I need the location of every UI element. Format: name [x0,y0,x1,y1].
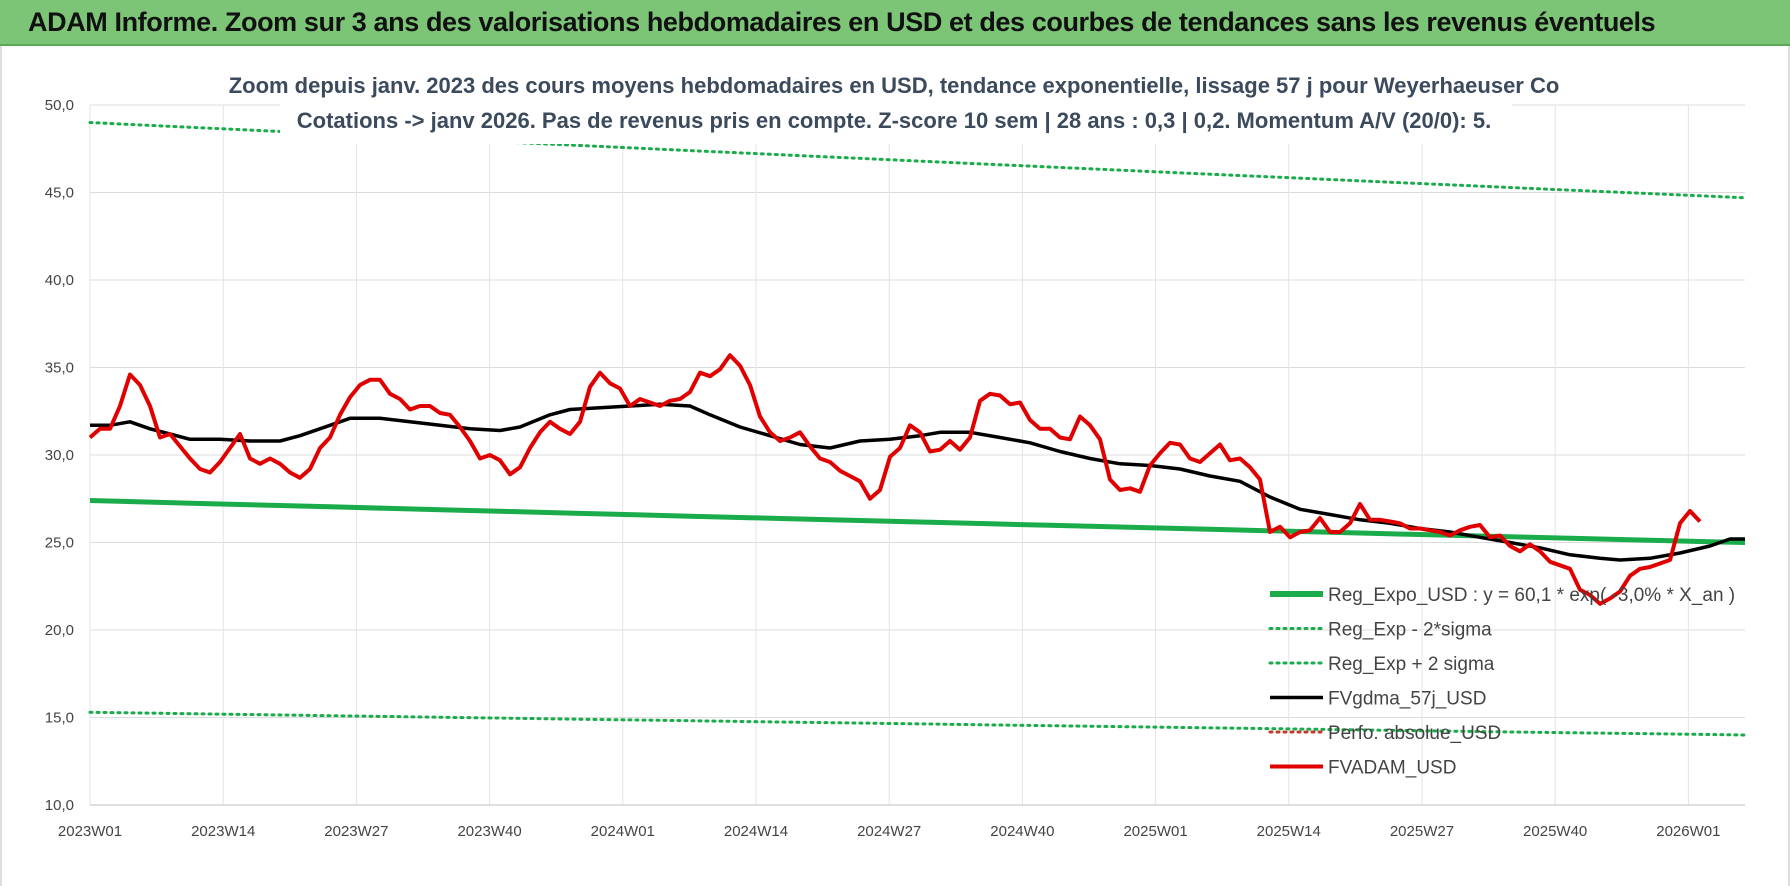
y-tick-label: 40,0 [45,272,74,289]
series-line-3 [90,402,1745,562]
y-tick-label: 25,0 [45,535,74,552]
x-tick-label: 2025W27 [1390,823,1454,840]
x-tick-label: 2024W27 [857,823,921,840]
x-tick-label: 2025W14 [1257,823,1321,840]
report-title: ADAM Informe. Zoom sur 3 ans des valoris… [28,7,1656,37]
chart-frame [0,46,1790,886]
x-tick-label: 2025W40 [1523,823,1587,840]
legend-label: Perfo. absolue_USD [1328,723,1501,744]
y-tick-label: 10,0 [45,797,74,814]
x-tick-label: 2026W01 [1656,823,1720,840]
title-background [280,66,1512,144]
x-tick-label: 2024W40 [990,823,1054,840]
legend-label: Reg_Exp - 2*sigma [1328,620,1492,641]
y-tick-label: 50,0 [45,97,74,114]
chart-series [88,121,1747,737]
report-banner: ADAM Informe. Zoom sur 3 ans des valoris… [0,0,1790,46]
x-tick-label: 2023W27 [324,823,388,840]
y-tick-label: 45,0 [45,185,74,202]
grid-lines [89,104,1745,806]
y-tick-label: 20,0 [45,622,74,639]
x-tick-label: 2023W01 [58,823,122,840]
series-line-5 [88,353,1702,606]
chart-subtitle: Cotations -> janv 2026. Pas de revenus p… [297,108,1491,133]
chart-title: Zoom depuis janv. 2023 des cours moyens … [229,73,1560,98]
chart-titles: Zoom depuis janv. 2023 des cours moyens … [229,66,1560,144]
x-tick-label: 2023W14 [191,823,255,840]
x-tick-label: 2024W14 [724,823,788,840]
y-tick-label: 35,0 [45,360,74,377]
chart-legend: Reg_Expo_USD : y = 60,1 * exp( -3,0% * X… [1268,585,1735,779]
y-axis-ticks: 10,0 15,0 20,0 25,0 30,0 35,0 40,0 45,0 50,0 [45,97,74,814]
y-tick-label: 30,0 [45,447,74,464]
legend-label: FVADAM_USD [1328,758,1456,779]
legend-label: Reg_Expo_USD : y = 60,1 * exp( -3,0% * X… [1328,585,1735,606]
y-tick-label: 15,0 [45,710,74,727]
x-axis-ticks: 2023W01 2023W14 2023W27 2023W40 2024W01 2024W… [58,823,1721,840]
x-tick-label: 2023W40 [457,823,521,840]
legend-label: FVgdma_57j_USD [1328,689,1486,710]
legend-label: Reg_Exp + 2 sigma [1328,654,1495,675]
series-line-1 [88,710,1747,737]
x-tick-label: 2024W01 [591,823,655,840]
x-tick-label: 2025W01 [1123,823,1187,840]
